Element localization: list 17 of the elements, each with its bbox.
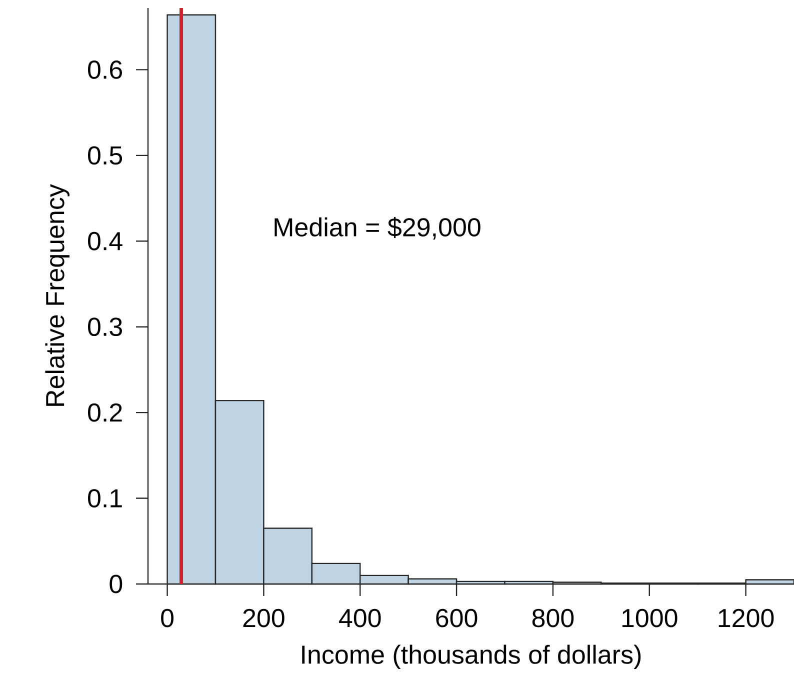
x-axis-title: Income (thousands of dollars) — [302, 644, 641, 670]
x-tick-label: 800 — [532, 608, 574, 628]
y-axis-title: Relative Frequency — [45, 184, 70, 406]
y-tick-label: 0.3 — [88, 318, 122, 336]
y-tick-label: 0.2 — [88, 403, 122, 422]
x-tick-label: 200 — [243, 608, 284, 628]
y-tick-label: 0 — [110, 574, 122, 594]
annotation: Median = $29,000 — [274, 216, 480, 240]
y-tick-label: 0.5 — [88, 146, 122, 165]
y-tick-label: 0.6 — [88, 60, 122, 79]
y-tick-label: 0.4 — [88, 232, 122, 250]
x-tick-label: 1000 — [622, 608, 678, 628]
y-tick-label: 0.1 — [88, 489, 122, 508]
x-tick-label: 0 — [161, 608, 174, 628]
x-tick-label: 600 — [436, 608, 478, 628]
x-tick-label: 400 — [339, 608, 381, 628]
x-tick-label: 1200 — [718, 608, 774, 628]
